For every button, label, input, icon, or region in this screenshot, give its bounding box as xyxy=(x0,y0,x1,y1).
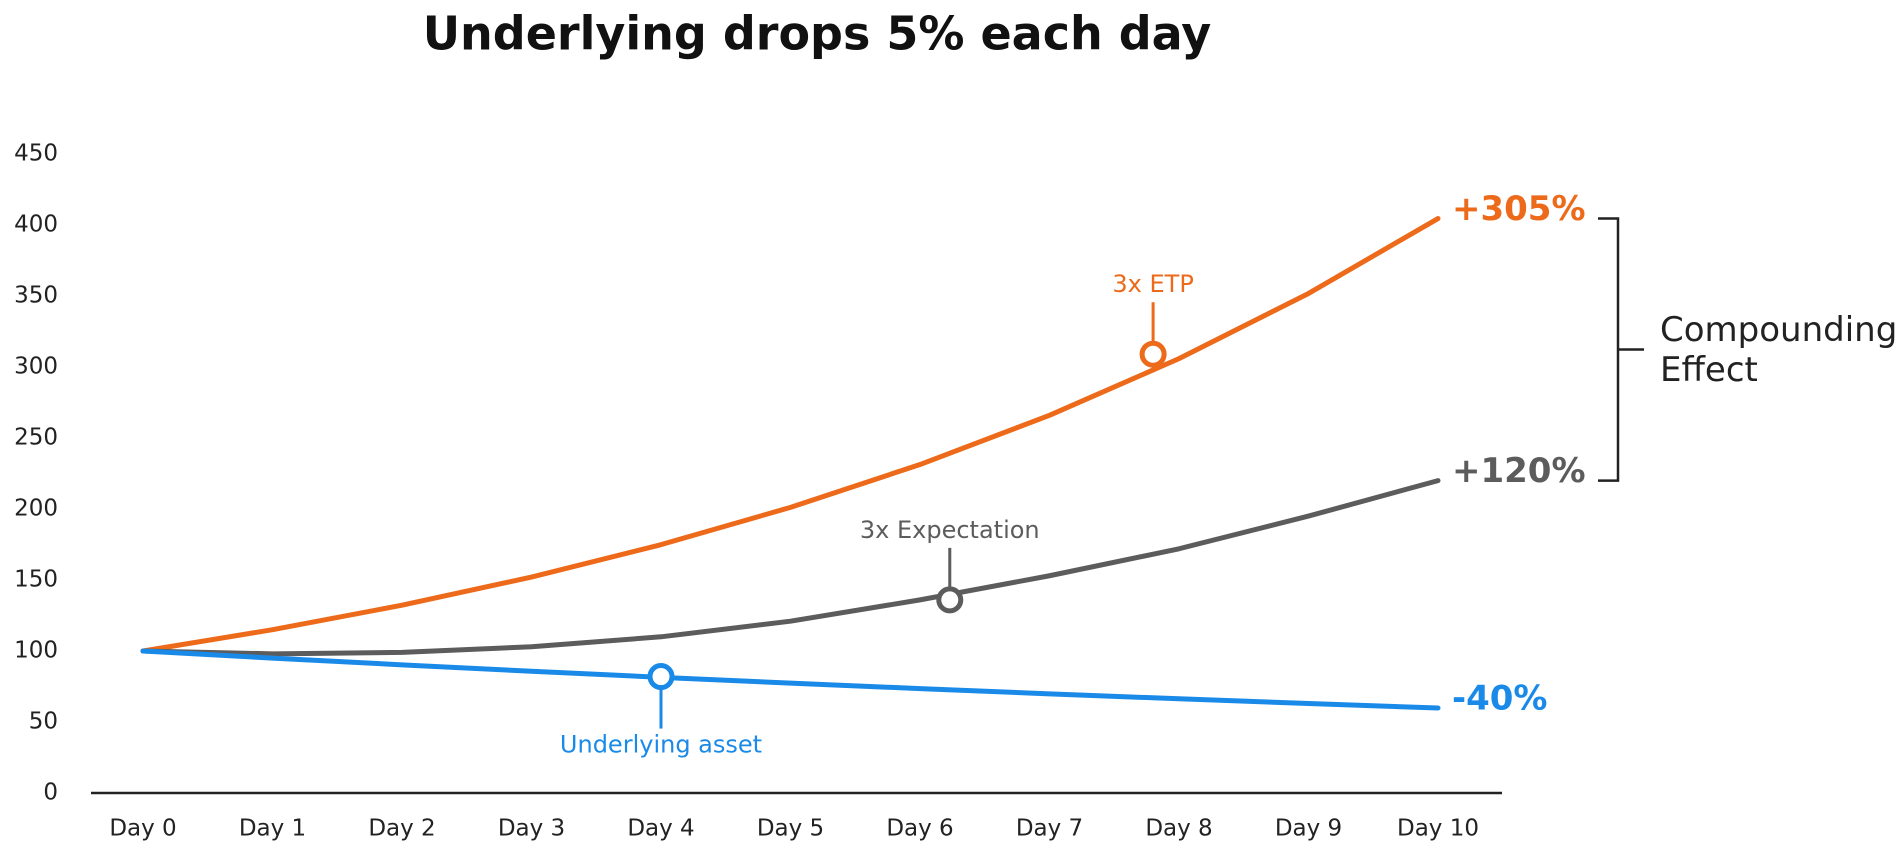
x-tick-label: Day 5 xyxy=(757,816,824,842)
annotation-label: 3x Expectation xyxy=(860,516,1040,544)
y-tick-label: 0 xyxy=(43,780,58,806)
x-tick-label: Day 6 xyxy=(886,816,953,842)
annotation-marker xyxy=(936,586,964,614)
bracket-label: Compounding Effect xyxy=(1660,309,1896,390)
end-label: +120% xyxy=(1452,451,1586,491)
annotation-label: Underlying asset xyxy=(560,731,762,759)
y-tick-label: 150 xyxy=(14,567,58,593)
x-tick-label: Day 0 xyxy=(109,816,176,842)
y-tick-label: 350 xyxy=(14,283,58,309)
x-tick-label: Day 4 xyxy=(627,816,694,842)
x-tick-label: Day 2 xyxy=(368,816,435,842)
x-tick-label: Day 10 xyxy=(1397,816,1479,842)
y-tick-label: 100 xyxy=(14,638,58,664)
x-tick-label: Day 8 xyxy=(1145,816,1212,842)
annotation-marker xyxy=(1139,340,1167,368)
series-line xyxy=(140,478,1441,657)
end-label: -40% xyxy=(1452,678,1548,718)
x-tick-label: Day 3 xyxy=(498,816,565,842)
series-line xyxy=(140,648,1441,711)
y-tick-label: 450 xyxy=(14,141,58,167)
y-tick-label: 300 xyxy=(14,354,58,380)
x-tick-label: Day 9 xyxy=(1275,816,1342,842)
y-tick-label: 200 xyxy=(14,496,58,522)
annotation-label: 3x ETP xyxy=(1112,270,1193,298)
series-line xyxy=(140,216,1441,654)
x-tick-label: Day 1 xyxy=(239,816,306,842)
y-tick-label: 50 xyxy=(29,709,58,735)
bracket xyxy=(1598,217,1644,482)
y-tick-label: 400 xyxy=(14,212,58,238)
y-tick-label: 250 xyxy=(14,425,58,451)
x-tick-label: Day 7 xyxy=(1016,816,1083,842)
annotation-marker xyxy=(647,663,675,691)
chart-title: Underlying drops 5% each day xyxy=(423,7,1212,61)
end-label: +305% xyxy=(1452,189,1586,229)
